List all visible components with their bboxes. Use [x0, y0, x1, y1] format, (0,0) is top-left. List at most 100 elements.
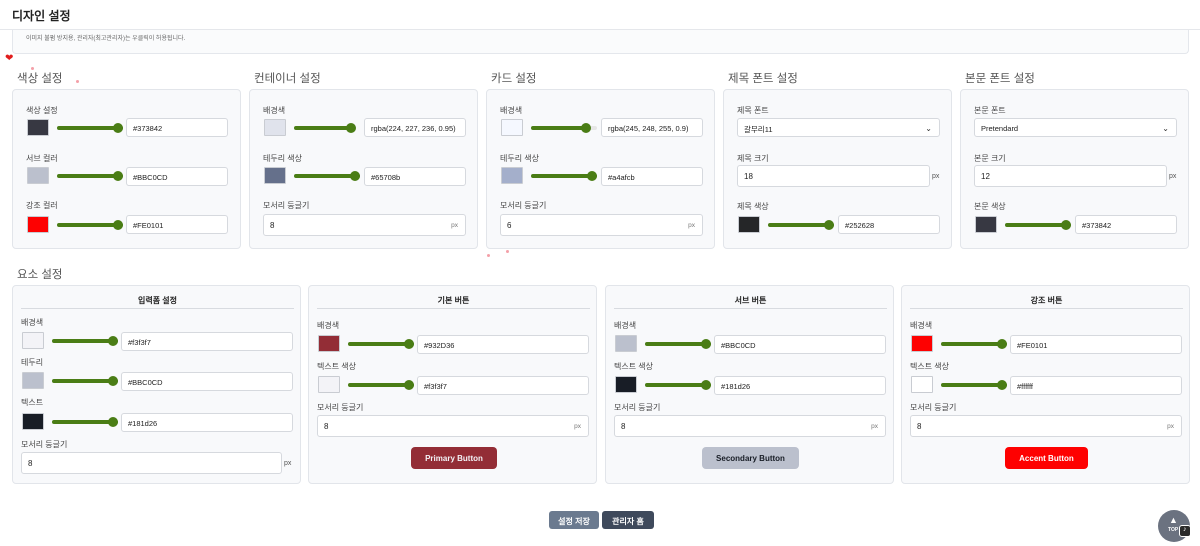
divider [614, 308, 887, 309]
primary-bg-slider[interactable] [348, 339, 414, 349]
input-bg-label: 배경색 [21, 318, 44, 327]
container-border-swatch[interactable] [264, 167, 286, 184]
accent-button-panel: 강조 버튼 배경색 #FE0101 텍스트 색상 #ffffff 모서리 둥글기… [901, 285, 1190, 484]
title-font-value: 갈무리11 [744, 125, 773, 134]
container-bg-slider[interactable] [294, 123, 356, 133]
secondary-radius-input[interactable]: 8 px [614, 415, 886, 437]
accent-text-input[interactable]: #ffffff [1010, 376, 1182, 395]
primary-button-head: 기본 버튼 [437, 296, 470, 305]
secondary-bg-slider[interactable] [645, 339, 711, 349]
body-color-swatch[interactable] [975, 216, 997, 233]
accent-button-preview[interactable]: Accent Button [1005, 447, 1088, 469]
body-color-label: 본문 색상 [974, 202, 1006, 211]
accent-color-slider[interactable] [57, 220, 123, 230]
secondary-button-head: 서브 버튼 [734, 296, 767, 305]
secondary-text-input[interactable]: #181d26 [714, 376, 886, 395]
accent-color-swatch[interactable] [27, 216, 49, 233]
main-color-slider[interactable] [57, 123, 123, 133]
main-color-swatch[interactable] [27, 119, 49, 136]
save-settings-button[interactable]: 설정 저장 [549, 511, 599, 529]
card-settings-title: 카드 설정 [491, 73, 537, 85]
sub-color-swatch[interactable] [27, 167, 49, 184]
music-player-icon[interactable]: ♪ [1179, 525, 1191, 537]
primary-bg-swatch[interactable] [318, 335, 340, 352]
body-color-slider[interactable] [1005, 220, 1071, 230]
accent-radius-input[interactable]: 8 px [910, 415, 1182, 437]
input-border-swatch[interactable] [22, 372, 44, 389]
secondary-bg-swatch[interactable] [615, 335, 637, 352]
input-bg-slider[interactable] [52, 336, 118, 346]
title-font-settings-panel: 제목 폰트 갈무리11 ⌄ 제목 크기 18 px 제목 색상 #252628 [723, 89, 952, 249]
container-border-input[interactable]: #65708b [364, 167, 466, 186]
accent-text-swatch[interactable] [911, 376, 933, 393]
decor-dot [506, 250, 509, 253]
title-font-select[interactable]: 갈무리11 ⌄ [737, 118, 940, 137]
card-border-input[interactable]: #a4afcb [601, 167, 703, 186]
container-bg-swatch[interactable] [264, 119, 286, 136]
card-bg-slider[interactable] [531, 123, 597, 133]
accent-bg-label: 배경색 [910, 321, 933, 330]
divider [317, 308, 590, 309]
secondary-text-slider[interactable] [645, 380, 711, 390]
input-text-slider[interactable] [52, 417, 118, 427]
body-size-input[interactable]: 12 [974, 165, 1167, 187]
primary-bg-label: 배경색 [317, 321, 340, 330]
accent-bg-swatch[interactable] [911, 335, 933, 352]
input-bg-swatch[interactable] [22, 332, 44, 349]
heart-icon: ❤ [5, 53, 14, 64]
secondary-button-preview[interactable]: Secondary Button [702, 447, 799, 469]
container-bg-input[interactable]: rgba(224, 227, 236, 0.95) [364, 118, 466, 137]
input-settings-head: 입력폼 설정 [137, 296, 178, 305]
color-settings-panel: 색상 설정 #373842 서브 컬러 #BBC0CD 강조 컬러 #FE010… [12, 89, 241, 249]
primary-button-preview[interactable]: Primary Button [411, 447, 497, 469]
body-color-input[interactable]: #373842 [1075, 215, 1177, 234]
title-color-swatch[interactable] [738, 216, 760, 233]
container-radius-value: 8 [270, 221, 275, 230]
card-radius-value: 6 [507, 221, 512, 230]
sub-color-slider[interactable] [57, 171, 123, 181]
input-border-slider[interactable] [52, 376, 118, 386]
input-text-input[interactable]: #181d26 [121, 413, 293, 432]
title-color-slider[interactable] [768, 220, 834, 230]
accent-color-input[interactable]: #FE0101 [126, 215, 228, 234]
primary-radius-input[interactable]: 8 px [317, 415, 589, 437]
main-color-input[interactable]: #373842 [126, 118, 228, 137]
primary-text-swatch[interactable] [318, 376, 340, 393]
card-bg-swatch[interactable] [501, 119, 523, 136]
card-bg-input[interactable]: rgba(245, 248, 255, 0.9) [601, 118, 703, 137]
input-bg-input[interactable]: #f3f3f7 [121, 332, 293, 351]
notice-text: 이미지 불펌 방지용, 관리자(최고관리자)는 우클릭이 허용됩니다. [26, 36, 186, 42]
secondary-text-swatch[interactable] [615, 376, 637, 393]
container-radius-input[interactable]: 8 px [263, 214, 466, 236]
primary-text-input[interactable]: #f3f3f7 [417, 376, 589, 395]
title-font-settings-title: 제목 폰트 설정 [728, 73, 798, 85]
card-border-swatch[interactable] [501, 167, 523, 184]
title-color-input[interactable]: #252628 [838, 215, 940, 234]
input-border-input[interactable]: #BBC0CD [121, 372, 293, 391]
container-radius-unit: px [451, 222, 458, 229]
accent-radius-label: 모서리 둥글기 [910, 403, 957, 412]
input-text-swatch[interactable] [22, 413, 44, 430]
secondary-radius-value: 8 [621, 422, 626, 431]
container-border-slider[interactable] [294, 171, 360, 181]
secondary-radius-unit: px [871, 423, 878, 430]
accent-text-slider[interactable] [941, 380, 1007, 390]
back-to-top-button[interactable]: ▲ TOP ♪ [1158, 510, 1191, 542]
primary-bg-input[interactable]: #932D36 [417, 335, 589, 354]
card-border-slider[interactable] [531, 171, 597, 181]
accent-bg-input[interactable]: #FE0101 [1010, 335, 1182, 354]
input-settings-panel: 입력폼 설정 배경색 #f3f3f7 테두리 #BBC0CD 텍스트 #181d… [12, 285, 301, 484]
secondary-bg-input[interactable]: #BBC0CD [714, 335, 886, 354]
input-radius-input[interactable]: 8 [21, 452, 282, 474]
sub-color-input[interactable]: #BBC0CD [126, 167, 228, 186]
card-radius-input[interactable]: 6 px [500, 214, 703, 236]
primary-text-slider[interactable] [348, 380, 414, 390]
title-size-input[interactable]: 18 [737, 165, 930, 187]
body-font-select[interactable]: Pretendard ⌄ [974, 118, 1177, 137]
accent-bg-slider[interactable] [941, 339, 1007, 349]
accent-radius-value: 8 [917, 422, 922, 431]
card-border-label: 테두리 색상 [500, 154, 540, 163]
admin-home-button[interactable]: 관리자 홈 [602, 511, 654, 529]
music-note-icon: ♪ [1183, 526, 1187, 533]
accent-text-label: 텍스트 색상 [910, 362, 950, 371]
